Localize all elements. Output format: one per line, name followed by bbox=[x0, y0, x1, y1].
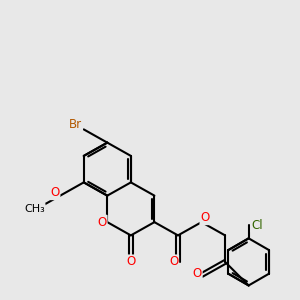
Text: CH₃: CH₃ bbox=[24, 204, 45, 214]
Text: O: O bbox=[193, 267, 202, 280]
Text: O: O bbox=[98, 216, 106, 229]
Text: O: O bbox=[126, 255, 136, 268]
Text: O: O bbox=[50, 186, 59, 199]
Text: Br: Br bbox=[69, 118, 82, 131]
Text: O: O bbox=[200, 211, 210, 224]
Text: Cl: Cl bbox=[251, 219, 263, 232]
Text: O: O bbox=[169, 255, 178, 268]
